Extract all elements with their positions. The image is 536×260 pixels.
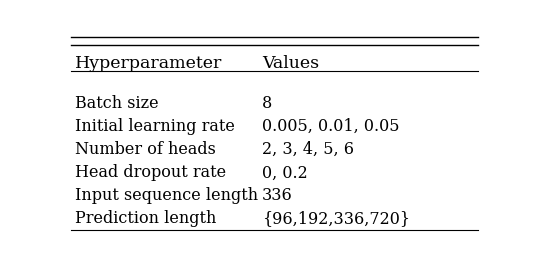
Text: {96,192,336,720}: {96,192,336,720} [262, 210, 411, 228]
Text: Values: Values [262, 55, 319, 72]
Text: 336: 336 [262, 187, 293, 204]
Text: 8: 8 [262, 95, 272, 112]
Text: Initial learning rate: Initial learning rate [75, 118, 235, 135]
Text: Prediction length: Prediction length [75, 210, 217, 228]
Text: Input sequence length: Input sequence length [75, 187, 258, 204]
Text: 2, 3, 4, 5, 6: 2, 3, 4, 5, 6 [262, 141, 354, 158]
Text: 0, 0.2: 0, 0.2 [262, 164, 308, 181]
Text: 0.005, 0.01, 0.05: 0.005, 0.01, 0.05 [262, 118, 400, 135]
Text: Hyperparameter: Hyperparameter [75, 55, 222, 72]
Text: Batch size: Batch size [75, 95, 159, 112]
Text: Head dropout rate: Head dropout rate [75, 164, 226, 181]
Text: Number of heads: Number of heads [75, 141, 216, 158]
